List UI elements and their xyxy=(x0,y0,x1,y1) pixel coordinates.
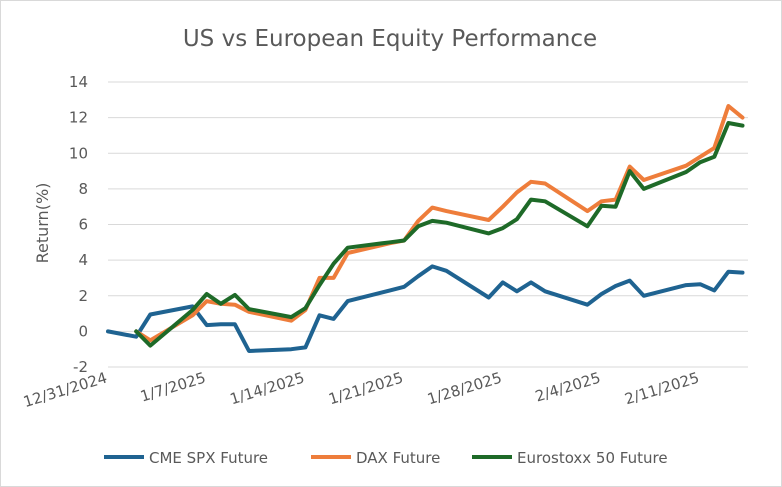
y-tick-label: 0 xyxy=(78,322,88,340)
x-tick-label: 2/4/2025 xyxy=(533,369,603,406)
series-lines xyxy=(106,104,745,353)
y-axis-ticks: -2 0 2 4 6 8 10 12 14 xyxy=(69,73,88,376)
chart-title: US vs European Equity Performance xyxy=(183,26,597,52)
legend: CME SPX Future DAX Future Eurostoxx 50 Fut… xyxy=(104,449,668,467)
y-axis-title: Return(%) xyxy=(33,183,52,264)
legend-label: Eurostoxx 50 Future xyxy=(517,449,668,467)
series-line-2 xyxy=(134,104,745,343)
x-tick-label: 1/14/2025 xyxy=(228,369,307,409)
series-line-1 xyxy=(106,264,745,353)
series-line-3 xyxy=(134,121,745,348)
x-tick-label: 1/28/2025 xyxy=(425,369,504,409)
x-tick-label: 12/31/2024 xyxy=(21,369,109,411)
legend-label: CME SPX Future xyxy=(149,449,268,467)
x-tick-label: 2/11/2025 xyxy=(623,369,702,409)
x-axis-ticks: 12/31/2024 1/7/2025 1/14/2025 1/21/2025 1/28… xyxy=(21,369,701,411)
y-tick-label: 8 xyxy=(78,180,88,198)
y-tick-label: 6 xyxy=(78,216,88,234)
y-tick-label: 14 xyxy=(69,73,88,91)
x-tick-label: 1/7/2025 xyxy=(138,369,208,406)
y-tick-label: 2 xyxy=(78,287,88,305)
y-tick-label: 4 xyxy=(78,251,88,269)
x-tick-label: 1/21/2025 xyxy=(326,369,405,409)
y-tick-label: 10 xyxy=(69,144,88,162)
y-tick-label: -2 xyxy=(73,358,88,376)
legend-label: DAX Future xyxy=(356,449,440,467)
y-tick-label: 12 xyxy=(69,109,88,127)
